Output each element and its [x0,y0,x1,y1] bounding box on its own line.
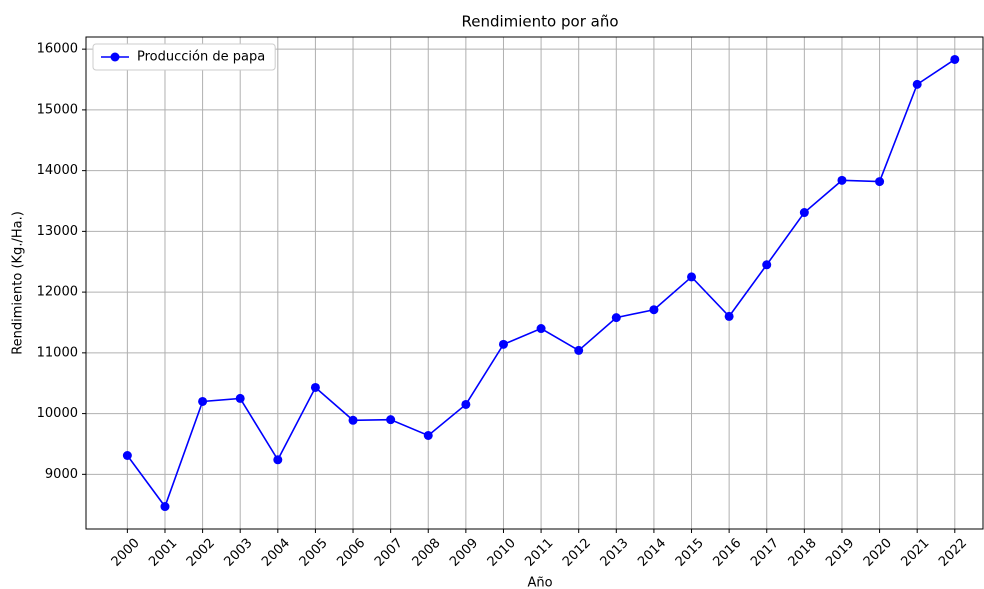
point [348,415,358,425]
y-tick-label: 12000 [37,285,78,300]
x-tick-label: 2009 [447,536,481,570]
point [122,451,132,461]
point [687,272,697,282]
y-tick-label: 15000 [37,102,78,117]
point [310,382,320,392]
x-tick-label: 2005 [297,536,331,570]
x-tick-label: 2016 [710,536,744,570]
y-axis-label: Rendimiento (Kg./Ha.) [11,211,26,355]
legend-box [92,43,276,71]
point [611,313,621,323]
y-tick-label: 10000 [37,406,78,421]
point [912,79,922,89]
x-tick-label: 2004 [259,536,293,570]
x-tick-label: 2000 [109,536,143,570]
point [198,396,208,406]
legend-label: Producción de papa [137,50,265,65]
legend: Producción de papa [92,43,276,71]
x-tick-label: 2011 [522,536,556,570]
point [536,324,546,334]
x-tick-label: 2008 [410,536,444,570]
x-tick-label: 2002 [184,536,218,570]
x-tick-label: 2006 [334,536,368,570]
point [724,311,734,321]
point [875,177,885,187]
x-tick-label: 2012 [560,536,594,570]
point [649,305,659,315]
y-tick-label: 14000 [37,163,78,178]
point [423,430,433,440]
point [498,339,508,349]
point [762,260,772,270]
x-tick-label: 2001 [146,536,180,570]
point [837,175,847,185]
x-tick-label: 2013 [598,536,632,570]
point [160,502,170,512]
point [386,415,396,425]
y-tick-label: 11000 [37,345,78,360]
y-tick-label: 16000 [37,42,78,57]
x-tick-label: 2007 [372,536,406,570]
chart-title: Rendimiento por año [461,13,618,31]
x-tick-label: 2020 [861,536,895,570]
point [574,345,584,355]
x-tick-label: 2010 [485,536,519,570]
point [950,54,960,64]
x-tick-label: 2015 [673,536,707,570]
legend-marker [110,52,120,62]
plot-frame [85,36,984,530]
x-tick-label: 2014 [635,536,669,570]
y-tick-label: 9000 [45,467,78,482]
point [235,393,245,403]
x-tick-label: 2003 [221,536,255,570]
point [273,455,283,465]
y-tick-label: 13000 [37,224,78,239]
x-tick-label: 2019 [823,536,857,570]
x-tick-label: 2018 [786,536,820,570]
point [799,208,809,218]
x-tick-label: 2021 [898,536,932,570]
x-tick-label: 2017 [748,536,782,570]
x-axis-label: Año [527,576,552,589]
point [461,399,471,409]
x-tick-label: 2022 [936,536,970,570]
